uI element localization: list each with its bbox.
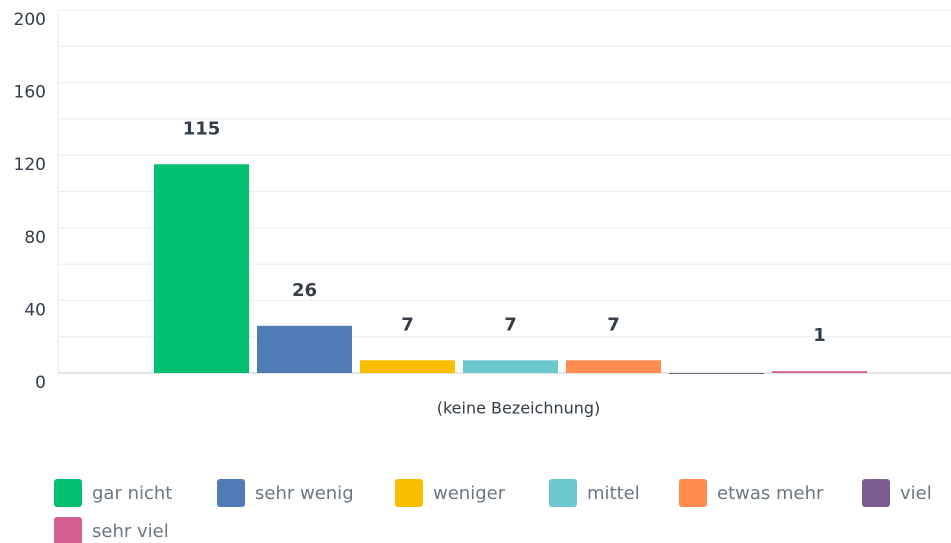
data-label: 7 bbox=[607, 314, 620, 335]
bar bbox=[360, 360, 455, 373]
y-tick-label: 200 bbox=[14, 10, 46, 30]
data-label: 1 bbox=[813, 325, 826, 346]
legend-label: viel bbox=[900, 483, 932, 504]
legend-label: sehr wenig bbox=[255, 483, 354, 504]
bar bbox=[566, 360, 661, 373]
data-label: 115 bbox=[183, 118, 221, 139]
legend-label: gar nicht bbox=[92, 483, 172, 504]
legend-swatch bbox=[862, 479, 890, 507]
data-label: 7 bbox=[401, 314, 414, 335]
legend-swatch bbox=[549, 479, 577, 507]
bar bbox=[154, 164, 249, 373]
bar bbox=[669, 373, 764, 374]
legend-swatch bbox=[679, 479, 707, 507]
bar bbox=[463, 360, 558, 373]
y-tick-label: 0 bbox=[35, 373, 46, 393]
legend-swatch bbox=[395, 479, 423, 507]
legend-swatch bbox=[217, 479, 245, 507]
data-label: 26 bbox=[292, 280, 317, 301]
data-label: 7 bbox=[504, 314, 517, 335]
bar bbox=[772, 371, 867, 373]
x-tick-label: (keine Bezeichnung) bbox=[437, 399, 601, 418]
legend-label: etwas mehr bbox=[717, 483, 824, 504]
y-tick-label: 80 bbox=[24, 228, 46, 248]
bar bbox=[257, 325, 352, 373]
y-tick-label: 120 bbox=[14, 155, 46, 175]
legend-label: mittel bbox=[587, 483, 640, 504]
y-tick-label: 160 bbox=[14, 83, 46, 103]
legend-label: sehr viel bbox=[92, 521, 169, 542]
y-tick-label: 40 bbox=[24, 300, 46, 320]
legend-swatch bbox=[54, 517, 82, 543]
legend-swatch bbox=[54, 479, 82, 507]
legend-label: weniger bbox=[433, 483, 506, 504]
